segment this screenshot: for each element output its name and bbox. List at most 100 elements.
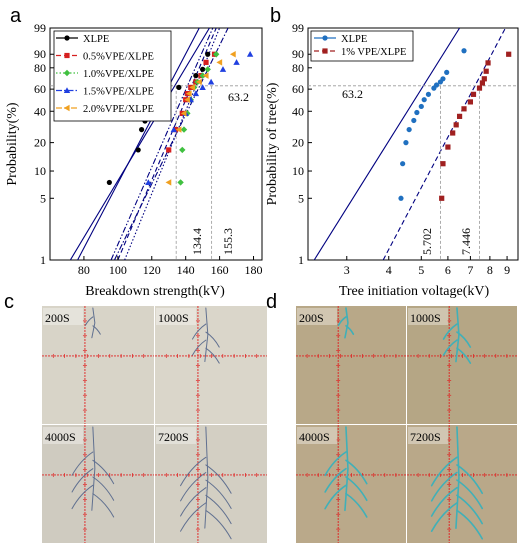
legend-marker-a-4 (63, 104, 70, 112)
point-b-s1-2 (445, 144, 451, 150)
micrograph-label-c-1: 1000S (158, 311, 189, 325)
point-a-s2-9 (213, 51, 220, 58)
tree-branch-c-1-2 (191, 339, 207, 356)
tree-trunk-c-1 (204, 307, 209, 363)
point-a-s0-1 (135, 147, 141, 153)
micrograph-bg-d-2 (296, 425, 406, 543)
tree-branch-d-3-2 (430, 471, 458, 502)
point-b-s0-2 (403, 140, 409, 146)
tree-branch-c-2-4 (71, 484, 94, 510)
micrograph-bg-c-0 (42, 306, 154, 424)
point-a-s0-0 (106, 179, 112, 186)
micrograph-d-1: 1000S (407, 306, 517, 424)
tree-c-1 (191, 307, 220, 364)
point-b-s0-5 (414, 109, 420, 116)
y-tick-label-a-1: 5 (40, 191, 46, 205)
point-b-s0-8 (425, 91, 432, 97)
point-b-s0-14 (461, 48, 467, 54)
tree-branch-c-2-0 (71, 451, 94, 476)
point-a-s4-3 (184, 96, 190, 103)
point-a-s3-8 (233, 59, 240, 65)
tree-branch-d-0-1 (345, 325, 355, 335)
point-b-s1-14 (506, 51, 512, 57)
point-a-s4-1 (175, 126, 182, 133)
point-b-s0-6 (418, 103, 424, 110)
tree-branch-c-3-5 (205, 494, 232, 525)
panel-c-letter: c (4, 291, 14, 313)
legend-marker-b-0 (322, 35, 328, 41)
fit-line-b-1 (382, 28, 506, 260)
point-a-s2-8 (204, 66, 211, 73)
point-b-s0-7 (421, 97, 427, 103)
point-b-s1-6 (461, 106, 467, 112)
micrograph-c-3: 7200S (155, 425, 267, 543)
legend-a: XLPE 0.5%VPE/XLPE 1.0%VPE/XLPE 1.5%VPE/XLPE… (53, 30, 172, 122)
y-tick-label-a-7: 90 (34, 47, 46, 61)
y-tick-label-a-0: 1 (40, 253, 46, 267)
x-tick-label-a-5: 180 (245, 263, 263, 277)
micrograph-c-1: 1000S (155, 306, 267, 424)
tree-trunk-d-1 (455, 307, 460, 363)
y-tick-label-a-3: 20 (34, 136, 46, 150)
micrograph-grid-c: 200S 1000S 4000S 7200S (42, 306, 267, 543)
tree-branch-c-0-1 (92, 325, 101, 335)
point-a-s4-7 (202, 72, 209, 79)
micrograph-label-bg-c-1 (156, 308, 196, 325)
point-b-s1-0 (439, 195, 445, 201)
legend-marker-a-1 (64, 52, 70, 59)
point-a-s1-0 (166, 147, 172, 153)
micrograph-d-3: 7200S (407, 425, 517, 543)
x-tick-label-a-2: 120 (143, 263, 161, 277)
point-a-s4-5 (189, 84, 196, 91)
y-tick-label-a-5: 60 (34, 82, 46, 96)
micrograph-label-bg-d-3 (408, 427, 448, 444)
micrograph-label-c-2: 4000S (45, 430, 76, 444)
ref-x-label-b-1: 5.702 (420, 228, 434, 255)
x-tick-label-a-4: 160 (211, 263, 229, 277)
tree-c-2 (71, 426, 115, 518)
legend-label-b-1: 1% VPE/XLPE (341, 47, 406, 58)
y-tick-label-a-8: 99 (34, 21, 46, 35)
y-tick-label-b-1: 5 (298, 191, 304, 205)
legend-marker-b-1 (322, 48, 328, 54)
point-b-s0-3 (406, 126, 412, 133)
point-a-s4-8 (216, 59, 223, 66)
tree-branch-d-1-1 (456, 331, 472, 348)
point-a-s0-9 (205, 51, 211, 57)
tree-branch-c-3-2 (180, 472, 207, 502)
tree-branch-c-3-4 (180, 487, 207, 517)
point-a-s2-0 (177, 179, 184, 186)
ref-y-label-b: 63.2 (342, 87, 363, 101)
y-tick-label-a-6: 80 (34, 61, 46, 75)
tree-branch-d-2-2 (324, 467, 347, 493)
point-b-s0-4 (411, 117, 417, 124)
tree-branch-d-1-0 (442, 323, 458, 340)
tree-branch-c-1-0 (191, 323, 207, 340)
point-b-s1-11 (481, 76, 487, 82)
point-a-s4-6 (196, 78, 202, 86)
tree-branch-c-3-6 (180, 502, 207, 532)
fit-line-a-5 (110, 28, 214, 260)
tree-d-1 (442, 307, 472, 364)
tree-c-3 (180, 426, 232, 540)
tree-branch-c-2-3 (92, 476, 115, 501)
tree-branch-c-3-7 (205, 509, 232, 540)
micrograph-bg-d-1 (407, 306, 517, 424)
tree-branch-c-2-1 (92, 459, 115, 485)
y-axis-label-b: Probability of tree(%) (265, 82, 280, 205)
micrograph-grid-d: 200S 1000S 4000S 7200S (296, 306, 517, 543)
x-tick-label-a-3: 140 (177, 263, 195, 277)
micrograph-bg-d-0 (296, 306, 406, 424)
legend-label-a-3: 1.5%VPE/XLPE (83, 87, 154, 98)
point-a-s3-1 (170, 126, 178, 133)
legend-label-a-1: 0.5%VPE/XLPE (83, 52, 154, 63)
micrograph-bg-c-2 (42, 425, 154, 543)
point-a-s2-2 (180, 126, 188, 133)
tree-branch-d-3-6 (430, 502, 458, 532)
x-ticks-a: 80 100 120 140 160 180 (78, 256, 263, 277)
micrograph-label-d-3: 7200S (410, 430, 441, 444)
x-tick-label-b-4: 7 (467, 263, 473, 277)
tree-branch-d-3-4 (430, 486, 458, 517)
